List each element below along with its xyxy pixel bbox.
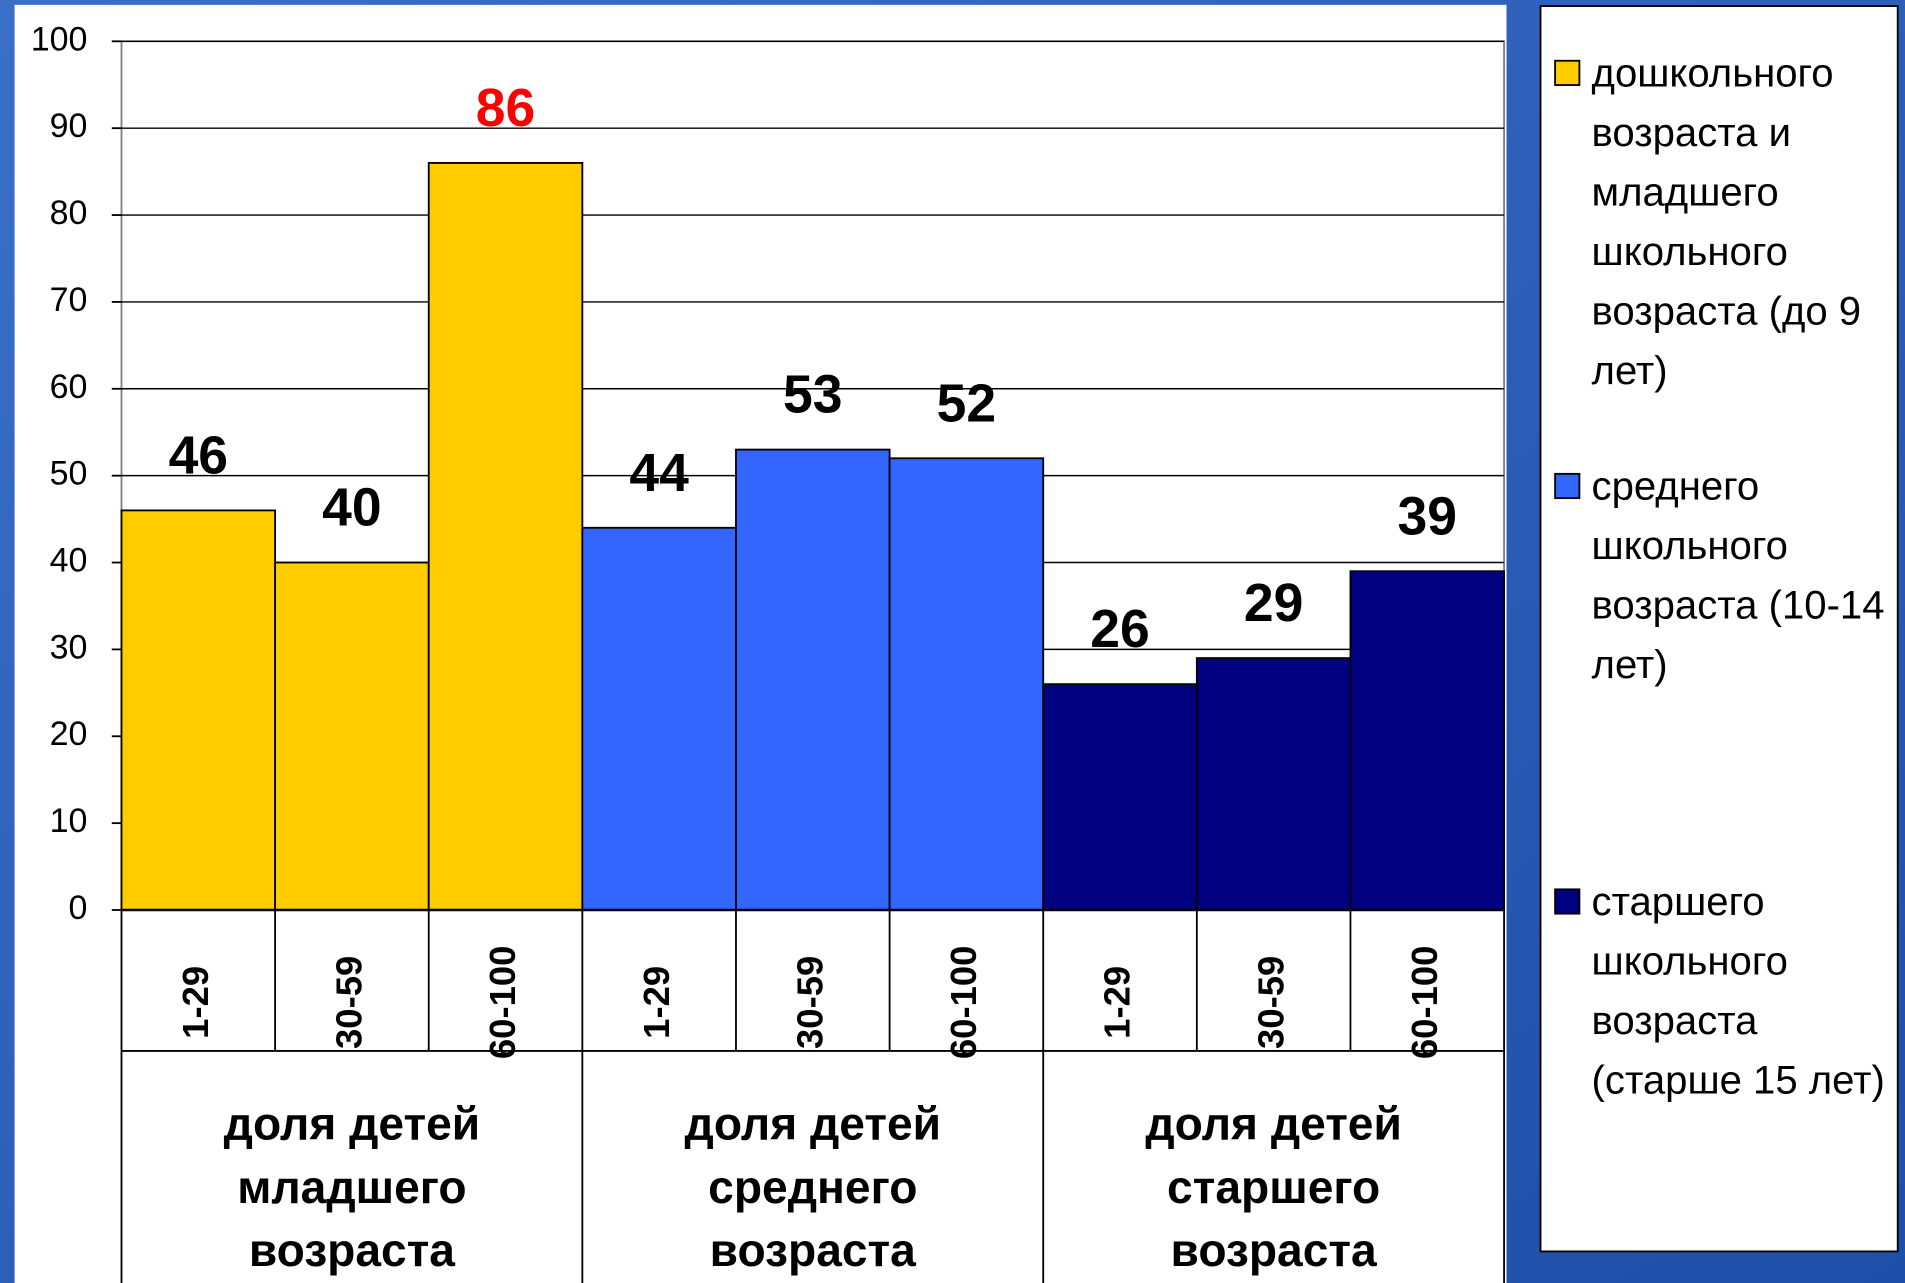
legend-box (1539, 5, 1899, 1253)
group-label-box: доля детей старшего возраста (1145, 1099, 1402, 1277)
data-label: 46 (169, 427, 228, 486)
x-tick-label: 60-100 (943, 946, 984, 1059)
y-tick-label: 60 (50, 368, 88, 406)
data-label: 44 (629, 444, 689, 503)
data-label: 53 (783, 366, 842, 425)
legend-label: старшего школьного возраста (старше 15 л… (1591, 878, 1885, 1102)
y-tick-label: 40 (50, 542, 88, 580)
bar (120, 509, 277, 911)
legend-label-box: старшего школьного возраста (старше 15 л… (1591, 878, 1885, 1102)
y-tick-label: 50 (50, 455, 88, 493)
x-tick-label: 60-100 (482, 946, 523, 1059)
group-label-box: доля детей среднего возраста (684, 1099, 942, 1277)
x-tick-label: 60-100 (1404, 946, 1445, 1059)
data-label: 26 (1090, 600, 1149, 659)
legend-swatch (1554, 472, 1581, 500)
legend-swatch (1554, 888, 1581, 915)
bar (427, 162, 584, 911)
bar (1349, 570, 1505, 911)
bar (1042, 683, 1198, 911)
group-label: доля детей младшего возраста (223, 1099, 481, 1277)
legend-swatch (1554, 59, 1581, 86)
x-tick-label: 30-59 (1250, 956, 1291, 1049)
bar (735, 448, 891, 911)
data-label: 52 (937, 374, 996, 433)
group-label: доля детей старшего возраста (1145, 1099, 1402, 1277)
y-tick-label: 0 (69, 889, 88, 927)
x-tick-label: 30-59 (789, 956, 830, 1049)
legend-label-box: дошкольного возраста и младшего школьног… (1591, 49, 1862, 393)
bar (581, 526, 737, 911)
bar (1195, 657, 1352, 911)
group-label-box: доля детей младшего возраста (223, 1099, 481, 1277)
bar (888, 457, 1045, 911)
group-label: доля детей среднего возраста (684, 1099, 942, 1277)
y-tick-label: 90 (50, 107, 88, 145)
legend-label: дошкольного возраста и младшего школьног… (1591, 49, 1862, 393)
x-tick-label: 30-59 (329, 956, 370, 1049)
y-tick-label: 80 (50, 194, 88, 232)
y-tick-label: 20 (50, 715, 88, 753)
data-label: 29 (1244, 574, 1303, 633)
y-tick-label: 30 (50, 628, 88, 666)
y-tick-label: 100 (31, 20, 88, 58)
data-label: 40 (322, 479, 381, 538)
y-tick-label: 70 (50, 281, 88, 319)
legend-label-box: среднего школьного возраста (10-14 лет) (1591, 462, 1885, 687)
x-tick-label: 1-29 (175, 966, 216, 1039)
data-label: 86 (476, 79, 535, 138)
bar (274, 561, 430, 911)
data-label: 39 (1398, 487, 1457, 546)
x-tick-label: 1-29 (636, 966, 677, 1039)
x-tick-label: 1-29 (1097, 966, 1138, 1039)
legend-label: среднего школьного возраста (10-14 лет) (1591, 462, 1885, 687)
y-tick-label: 10 (50, 802, 88, 840)
